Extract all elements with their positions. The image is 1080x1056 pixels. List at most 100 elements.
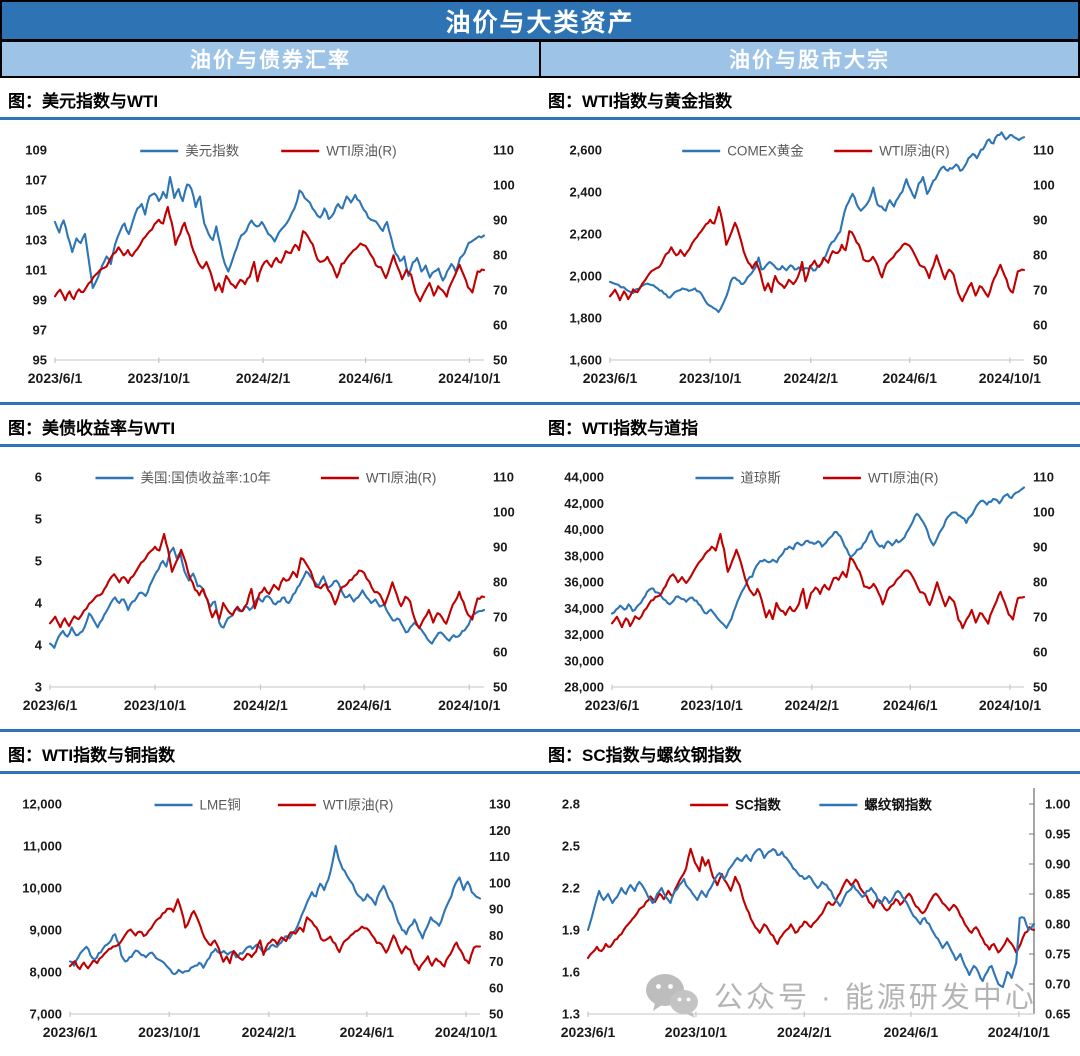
svg-text:WTI原油(R): WTI原油(R) [366, 471, 436, 486]
chart-row-2: 图：美债收益率与WTI 图：WTI指数与道指 3 4 4 5 5 6 50 60 70 80 90 1… [0, 402, 1080, 729]
series-line-2 [608, 205, 1026, 303]
svg-text:60: 60 [493, 318, 507, 333]
svg-text:36,000: 36,000 [564, 575, 604, 590]
svg-text:101: 101 [25, 263, 47, 278]
svg-text:60: 60 [1033, 645, 1047, 660]
series-line-1 [48, 546, 486, 649]
header-subrow: 油价与债券汇率 油价与股市大宗 [2, 42, 1078, 76]
series-line-2 [48, 532, 486, 630]
chart-title: 图：WTI指数与黄金指数 [548, 92, 733, 111]
svg-text:6: 6 [35, 470, 42, 485]
svg-text:2024/2/1: 2024/2/1 [785, 697, 840, 713]
chart-row-1: 图：美元指数与WTI 图：WTI指数与黄金指数 95 97 99 101 103 105 1… [0, 78, 1080, 402]
svg-text:2024/6/1: 2024/6/1 [883, 697, 938, 713]
right-axis-labels: 50 60 70 80 90 100 110 120 130 [489, 797, 511, 1022]
svg-text:60: 60 [493, 645, 507, 660]
svg-text:110: 110 [493, 470, 514, 485]
svg-text:107: 107 [25, 173, 47, 188]
svg-text:5: 5 [35, 512, 42, 527]
svg-text:90: 90 [1033, 213, 1047, 228]
title-underline [0, 771, 1080, 774]
left-axis-labels: 7,000 8,000 9,000 10,000 11,000 12,000 [22, 797, 62, 1022]
x-axis: 2023/6/1 2023/10/1 2024/2/1 2024/6/1 2024/10… [585, 684, 1041, 713]
svg-text:97: 97 [33, 323, 47, 338]
svg-text:100: 100 [493, 505, 515, 520]
svg-text:8,000: 8,000 [29, 965, 62, 980]
svg-text:28,000: 28,000 [564, 680, 604, 695]
svg-text:90: 90 [489, 902, 503, 917]
right-axis-labels: 50 60 70 80 90 100 110 [1033, 470, 1055, 695]
svg-text:70: 70 [489, 954, 503, 969]
svg-text:2023/10/1: 2023/10/1 [679, 370, 741, 386]
svg-text:2023/6/1: 2023/6/1 [23, 697, 78, 713]
series-line-2 [68, 898, 482, 971]
svg-text:109: 109 [25, 143, 47, 158]
svg-text:2023/10/1: 2023/10/1 [681, 697, 743, 713]
svg-text:2024/10/1: 2024/10/1 [979, 370, 1041, 386]
line-chart-svg: 7,000 8,000 9,000 10,000 11,000 12,000 50 60 70 8… [22, 797, 511, 1041]
svg-text:70: 70 [1033, 283, 1047, 298]
svg-text:110: 110 [1033, 143, 1054, 158]
svg-text:2023/6/1: 2023/6/1 [583, 370, 638, 386]
line-chart-svg: 1.31.61.92.22.52.80.650.700.750.800.850.… [561, 788, 1070, 1040]
svg-text:95: 95 [33, 353, 47, 368]
svg-text:100: 100 [489, 875, 511, 890]
svg-text:2023/6/1: 2023/6/1 [585, 697, 640, 713]
svg-text:80: 80 [1033, 248, 1047, 263]
svg-text:7,000: 7,000 [29, 1007, 62, 1022]
svg-text:9,000: 9,000 [29, 923, 62, 938]
svg-text:2023/6/1: 2023/6/1 [561, 1024, 616, 1040]
tab-bonds-fx: 油价与债券汇率 [2, 42, 541, 76]
svg-text:1.3: 1.3 [562, 1007, 580, 1022]
svg-text:WTI原油(R): WTI原油(R) [868, 471, 938, 486]
svg-text:10,000: 10,000 [22, 881, 62, 896]
series-line-1 [610, 486, 1026, 629]
svg-text:30,000: 30,000 [564, 653, 604, 668]
svg-text:2024/10/1: 2024/10/1 [435, 1024, 497, 1040]
svg-text:70: 70 [493, 610, 507, 625]
svg-text:2023/10/1: 2023/10/1 [128, 370, 190, 386]
svg-text:1.00: 1.00 [1045, 797, 1070, 812]
series-line-2 [610, 532, 1026, 630]
svg-text:1.9: 1.9 [562, 923, 580, 938]
svg-text:0.65: 0.65 [1045, 1007, 1070, 1022]
section-divider [0, 402, 1080, 405]
svg-text:110: 110 [1033, 470, 1054, 485]
svg-text:1,600: 1,600 [569, 353, 602, 368]
title-underline [0, 444, 1080, 447]
legend: 道琼斯 WTI原油(R) [695, 471, 938, 486]
svg-text:42,000: 42,000 [564, 496, 604, 511]
svg-text:50: 50 [489, 1007, 503, 1022]
svg-text:80: 80 [493, 248, 507, 263]
svg-text:0.90: 0.90 [1045, 857, 1070, 872]
line-chart-svg: 1,600 1,800 2,000 2,200 2,400 2,600 50 60 70 80 90… [569, 131, 1055, 386]
svg-text:2024/6/1: 2024/6/1 [882, 370, 937, 386]
svg-text:2024/2/1: 2024/2/1 [233, 697, 288, 713]
legend: 美国:国债收益率:10年 WTI原油(R) [95, 470, 436, 486]
svg-text:5: 5 [35, 554, 42, 569]
svg-text:34,000: 34,000 [564, 601, 604, 616]
series-line-2 [586, 847, 1036, 989]
svg-text:90: 90 [493, 213, 507, 228]
svg-text:2024/10/1: 2024/10/1 [988, 1024, 1050, 1040]
svg-text:100: 100 [493, 178, 515, 193]
left-axis-labels: 28,000 30,000 32,000 34,000 36,000 38,000 40,0… [564, 470, 604, 695]
svg-text:0.85: 0.85 [1045, 887, 1070, 902]
svg-text:2,400: 2,400 [569, 185, 602, 200]
svg-text:WTI原油(R): WTI原油(R) [326, 144, 396, 159]
chart-title: 图：WTI指数与道指 [548, 419, 699, 438]
svg-text:2,000: 2,000 [569, 269, 602, 284]
svg-text:80: 80 [489, 928, 503, 943]
chart-title: 图：WTI指数与铜指数 [8, 746, 176, 765]
legend: COMEX黄金 WTI原油(R) [682, 144, 950, 159]
svg-text:2024/6/1: 2024/6/1 [338, 370, 393, 386]
svg-text:2024/10/1: 2024/10/1 [438, 697, 500, 713]
svg-text:50: 50 [1033, 680, 1047, 695]
svg-text:2.2: 2.2 [562, 881, 580, 896]
svg-text:38,000: 38,000 [564, 548, 604, 563]
svg-text:100: 100 [1033, 505, 1055, 520]
right-axis-labels: 50 60 70 80 90 100 110 [1033, 143, 1055, 368]
svg-text:2024/10/1: 2024/10/1 [438, 370, 500, 386]
svg-text:2024/2/1: 2024/2/1 [784, 370, 839, 386]
svg-text:2024/10/1: 2024/10/1 [979, 697, 1041, 713]
